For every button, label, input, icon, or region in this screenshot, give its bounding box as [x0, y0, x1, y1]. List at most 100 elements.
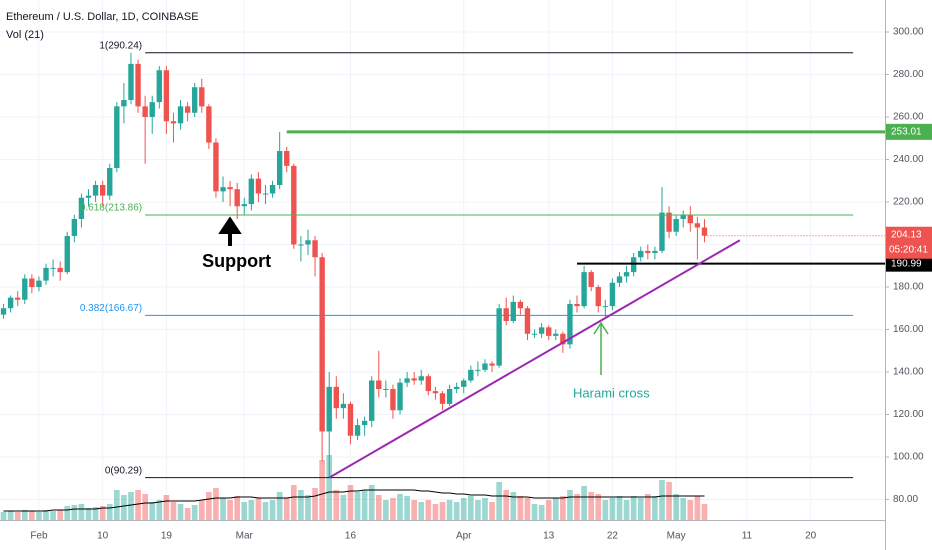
candle-body — [36, 280, 42, 287]
candle-body — [439, 393, 446, 404]
volume-bar — [184, 508, 191, 520]
candle-body — [92, 184, 99, 196]
candle-body — [29, 278, 35, 287]
volume-bar — [680, 498, 687, 520]
volume-bar — [418, 502, 425, 520]
fib-level-label: 1(290.24) — [99, 40, 142, 51]
candle-body — [326, 386, 332, 432]
volume-bar — [121, 495, 127, 520]
volume-pane — [0, 455, 708, 520]
candle-body — [531, 333, 538, 335]
candle-body — [588, 272, 594, 287]
candle-body — [333, 386, 339, 409]
volume-bar — [14, 512, 21, 520]
candle-body — [616, 276, 623, 283]
candle-body — [114, 106, 120, 168]
candle-body — [680, 214, 686, 219]
volume-bar — [57, 510, 64, 520]
price-badge-label: 253.01 — [891, 126, 922, 137]
last-price-label: 204.13 — [891, 229, 922, 240]
candle-body — [609, 282, 616, 307]
volume-bar — [687, 500, 694, 520]
volume-bar — [574, 494, 580, 520]
volume-bar — [475, 500, 481, 520]
x-tick-label: 20 — [805, 531, 817, 542]
y-tick-label: 260.00 — [893, 112, 924, 123]
last-price-badge — [886, 226, 932, 259]
candle-body — [602, 306, 609, 308]
fib-level-label: 0.382(166.67) — [80, 303, 142, 314]
volume-bar — [248, 500, 255, 520]
candle-body — [319, 257, 325, 432]
volume-bar — [623, 500, 630, 520]
candle-body — [177, 106, 184, 124]
volume-bar — [276, 492, 283, 520]
support-arrow — [218, 216, 242, 246]
volume-bar — [298, 490, 304, 520]
candle-body — [7, 297, 14, 309]
volume-bar — [234, 496, 241, 520]
candle-body — [71, 218, 78, 236]
volume-bar — [375, 495, 382, 520]
volume-bar — [312, 488, 318, 520]
candle-body — [666, 212, 672, 232]
candle-body — [645, 250, 651, 253]
candle-body — [276, 150, 283, 185]
volume-bar — [177, 504, 184, 520]
volume-bar — [149, 502, 156, 520]
candle-body — [418, 376, 424, 381]
y-tick-label: 80.00 — [893, 494, 918, 505]
candle-body — [99, 184, 106, 196]
volume-bar — [36, 512, 42, 520]
volume-bar — [694, 496, 701, 520]
candle-body — [390, 388, 396, 411]
volume-bar — [503, 490, 510, 520]
volume-bar — [630, 496, 637, 520]
candle-body — [553, 333, 559, 336]
candle-body — [354, 425, 361, 436]
chart-title: Ethereum / U.S. Dollar, 1D, COINBASE — [6, 11, 199, 23]
volume-bar — [489, 502, 495, 520]
volume-bar — [170, 502, 177, 520]
volume-bar — [92, 507, 99, 520]
volume-bar — [85, 508, 92, 520]
candle-body — [397, 382, 403, 411]
volume-bar — [319, 460, 325, 520]
candle-body — [383, 388, 389, 390]
x-tick-label: May — [667, 531, 686, 542]
annotation: Support — [202, 251, 271, 271]
volume-bar — [652, 496, 658, 520]
volume-bar — [496, 482, 502, 520]
candle-body — [15, 297, 21, 300]
candle-body — [135, 63, 141, 107]
volume-bar — [113, 490, 120, 520]
volume-bar — [128, 492, 134, 520]
candle-body — [425, 376, 432, 392]
price-badge — [886, 255, 932, 272]
volume-bar — [439, 502, 446, 520]
volume-bar — [283, 498, 290, 520]
candle-body — [241, 204, 247, 207]
y-tick-label: 300.00 — [893, 27, 924, 38]
volume-bar — [156, 500, 163, 520]
volume-bar — [609, 498, 616, 520]
candle-body — [517, 301, 524, 309]
volume-bar — [227, 500, 233, 520]
candle-body — [482, 363, 488, 370]
candle-body — [192, 87, 198, 113]
fib-level-label: 0(90.29) — [105, 465, 142, 476]
x-tick-label: 13 — [543, 531, 555, 542]
candle-body — [652, 250, 658, 253]
candle-body — [538, 327, 545, 334]
volume-bar — [453, 502, 460, 520]
candle-body — [701, 227, 708, 236]
candle-body — [638, 250, 644, 258]
candle-body — [0, 308, 7, 315]
candle-body — [298, 244, 304, 246]
candle-body — [50, 267, 56, 269]
candle-body — [630, 257, 637, 273]
volume-bar — [411, 500, 418, 520]
candle-body — [567, 303, 573, 345]
candle-body — [284, 150, 290, 166]
volume-bar — [21, 510, 28, 520]
